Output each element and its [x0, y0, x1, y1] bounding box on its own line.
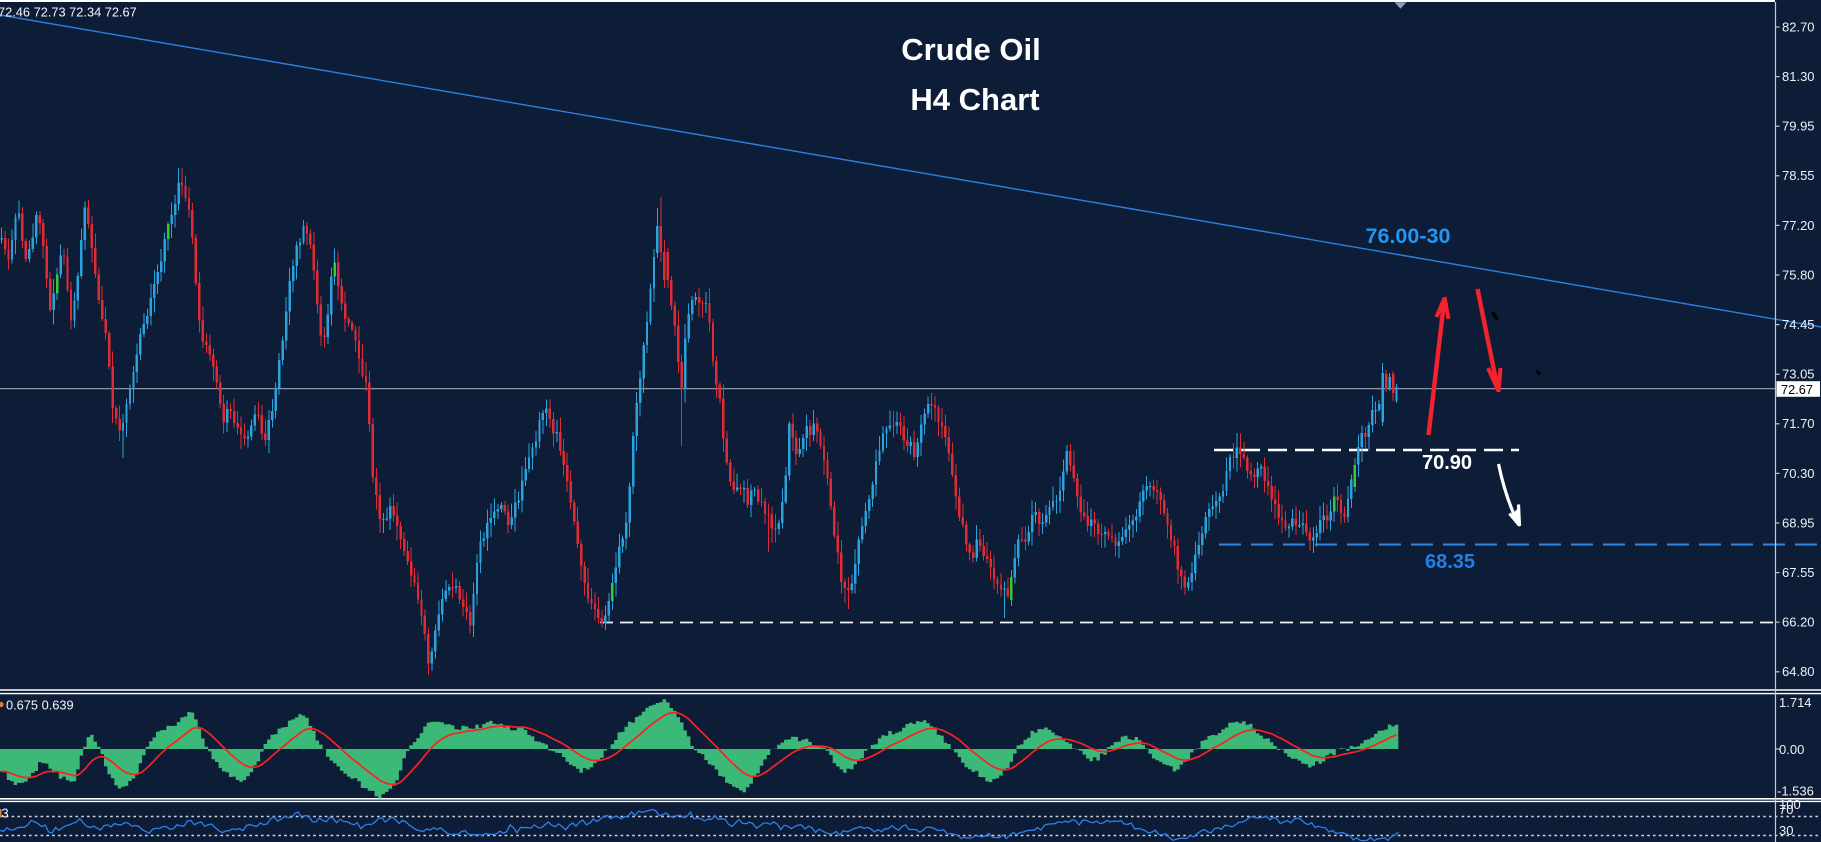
svg-text:66.20: 66.20	[1782, 615, 1815, 630]
svg-text:0.675 0.639: 0.675 0.639	[6, 698, 74, 713]
svg-text:64.80: 64.80	[1782, 664, 1815, 679]
svg-text:Crude Oil: Crude Oil	[901, 32, 1041, 67]
svg-text:82.70: 82.70	[1782, 19, 1815, 34]
svg-text:1.714: 1.714	[1779, 695, 1812, 710]
svg-text:70.90: 70.90	[1422, 452, 1472, 474]
svg-text:72.67: 72.67	[1781, 382, 1813, 397]
svg-text:100: 100	[1779, 797, 1801, 812]
svg-text:73.05: 73.05	[1782, 367, 1815, 382]
svg-text:81.30: 81.30	[1782, 69, 1815, 84]
svg-text:3: 3	[2, 806, 9, 821]
svg-text:H4 Chart: H4 Chart	[910, 82, 1039, 117]
svg-text:79.95: 79.95	[1782, 119, 1815, 134]
svg-text:70: 70	[1779, 802, 1793, 817]
svg-text:74.45: 74.45	[1782, 317, 1815, 332]
svg-text:71.70: 71.70	[1782, 416, 1815, 431]
svg-text:68.35: 68.35	[1425, 551, 1475, 573]
svg-text:70.30: 70.30	[1782, 466, 1815, 481]
svg-text:67.55: 67.55	[1782, 565, 1815, 580]
svg-text:77.20: 77.20	[1782, 218, 1815, 233]
svg-text:0.00: 0.00	[1779, 742, 1804, 757]
svg-text:78.55: 78.55	[1782, 168, 1815, 183]
svg-text:75.80: 75.80	[1782, 267, 1815, 282]
svg-text:72.46 72.73 72.34 72.67: 72.46 72.73 72.34 72.67	[0, 5, 137, 20]
svg-text:-1.536: -1.536	[1777, 784, 1814, 799]
svg-text:76.00-30: 76.00-30	[1366, 224, 1451, 248]
svg-text:30: 30	[1779, 823, 1793, 838]
svg-text:68.95: 68.95	[1782, 515, 1815, 530]
